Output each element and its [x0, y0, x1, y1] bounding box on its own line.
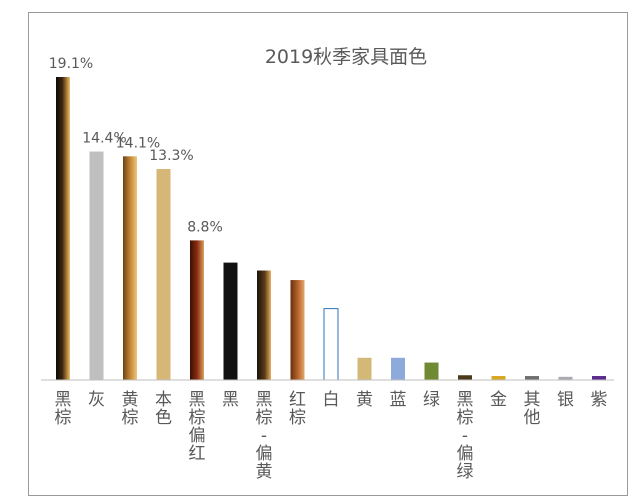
- chart-title: 2019秋季家具面色: [265, 46, 427, 68]
- bar-14: [525, 376, 539, 380]
- category-label-9: 黄: [356, 390, 373, 410]
- category-label-13: 金: [490, 390, 507, 410]
- bar-0: [56, 77, 70, 380]
- category-label-12: 黑棕-偏绿: [457, 390, 474, 482]
- bar-3: [156, 169, 171, 380]
- bar-15: [558, 376, 573, 380]
- category-label-1: 灰: [88, 390, 105, 410]
- category-label-6: 黑棕-偏黄: [256, 390, 273, 482]
- bar-7: [290, 280, 305, 380]
- data-label-2: 14.1%: [116, 135, 160, 151]
- bar-11: [424, 362, 439, 380]
- data-label-3: 13.3%: [149, 148, 193, 164]
- category-label-2: 黄棕: [122, 390, 139, 428]
- category-label-3: 本色: [155, 390, 172, 428]
- data-label-1: 14.4%: [82, 131, 126, 147]
- category-label-0: 黑棕: [55, 390, 72, 428]
- bar-6: [257, 270, 271, 380]
- category-label-8: 白: [323, 390, 340, 410]
- category-label-14: 其他: [524, 390, 541, 428]
- category-label-5: 黑: [222, 390, 239, 410]
- bar-10: [391, 357, 405, 380]
- bar-12: [458, 375, 472, 380]
- bar-1: [89, 151, 104, 380]
- category-label-11: 绿: [423, 390, 440, 410]
- category-label-16: 紫: [591, 390, 608, 410]
- bar-chart: 2019秋季家具面色 19.1% 黑棕 14.4% 灰 14.1% 黄棕 13.3% 本色 8.…: [41, 46, 614, 482]
- data-label-0: 19.1%: [49, 56, 93, 72]
- bar-9: [357, 357, 372, 380]
- bar-16: [592, 376, 606, 380]
- category-label-15: 银: [557, 390, 574, 410]
- bar-5: [223, 262, 238, 380]
- data-label-4: 8.8%: [187, 219, 223, 235]
- bar-8: [323, 308, 339, 381]
- category-label-4: 黑棕偏红: [189, 390, 206, 464]
- bar-2: [123, 156, 137, 380]
- category-label-7: 红棕: [289, 390, 306, 428]
- category-label-10: 蓝: [390, 390, 407, 410]
- chart-frame: 2019秋季家具面色 19.1% 黑棕 14.4% 灰 14.1% 黄棕 13.3% 本色 8.…: [28, 12, 628, 496]
- bar-13: [491, 376, 506, 380]
- bar-4: [190, 240, 204, 380]
